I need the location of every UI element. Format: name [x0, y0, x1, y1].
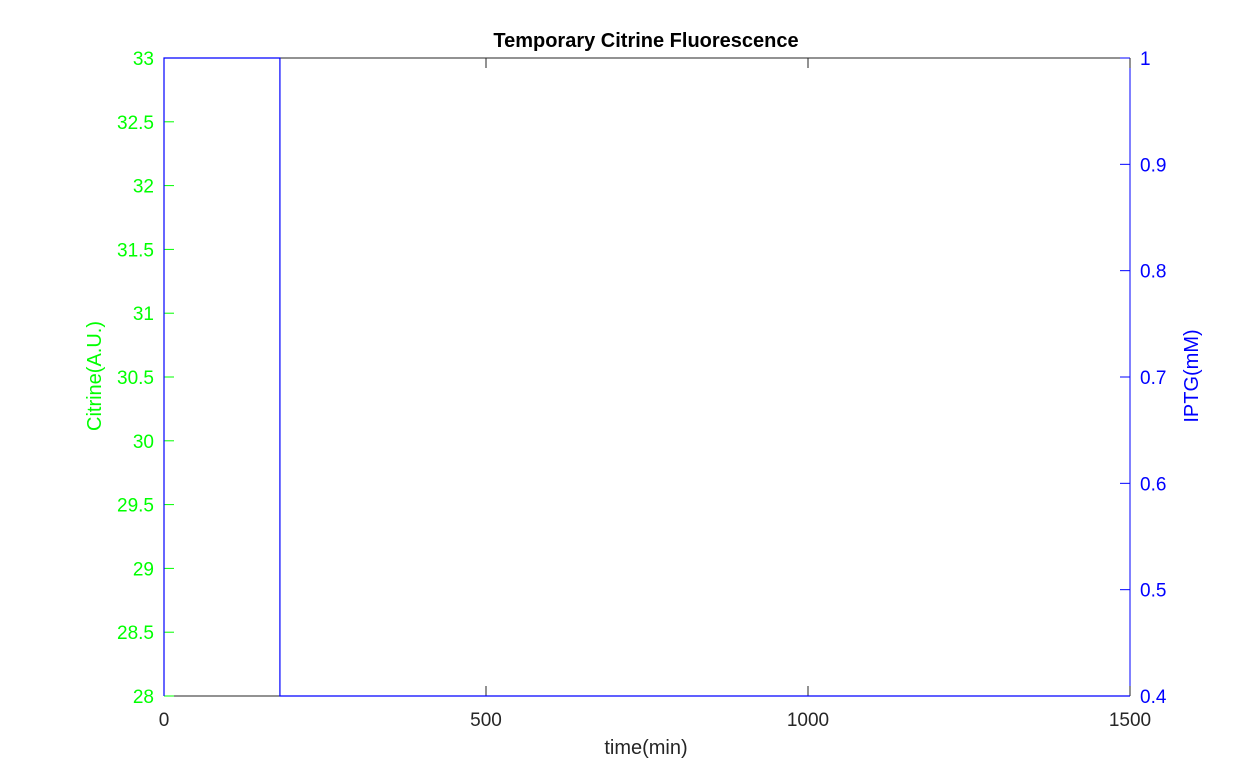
chart-title: Temporary Citrine Fluorescence [493, 30, 798, 52]
y-left-tick-label: 32.5 [117, 113, 154, 134]
y-right-tick-label: 0.9 [1140, 155, 1166, 176]
series-line-1 [163, 57, 1130, 697]
y-right-tick-label: 1 [1140, 49, 1151, 70]
y-left-tick-label: 28.5 [117, 623, 154, 644]
y-left-tick-label: 31.5 [117, 240, 154, 261]
y-left-tick-label: 30.5 [117, 368, 154, 389]
x-axis-label: time(min) [604, 737, 687, 759]
y-right-tick-label: 0.5 [1140, 581, 1166, 602]
x-tick-label: 0 [159, 710, 170, 731]
y-left-tick-label: 29.5 [117, 496, 154, 517]
plot-area: 0 500 1000 1500 28 28.5 29 29.5 30 30.5 31 31.5 32 32… [117, 49, 1167, 731]
x-tick-label: 1000 [787, 710, 829, 731]
y-left-axis-label: Citrine(A.U.) [84, 321, 106, 431]
y-left-tick-label: 29 [133, 559, 154, 580]
y-right-tick-label: 0.7 [1140, 368, 1166, 389]
y-left-tick-label: 33 [133, 49, 154, 70]
y-right-tick-label: 0.4 [1140, 687, 1167, 708]
y-left-tick-label: 31 [133, 304, 154, 325]
y-left-tick-label: 30 [133, 432, 154, 453]
y-right-axis-label: IPTG(mM) [1181, 329, 1203, 422]
y-right-tick-label: 0.8 [1140, 262, 1166, 283]
x-tick-label: 500 [470, 710, 502, 731]
x-tick-label: 1500 [1109, 710, 1151, 731]
y-left-tick-label: 28 [133, 687, 154, 708]
y-left-tick-label: 32 [133, 177, 154, 198]
y-right-tick-label: 0.6 [1140, 474, 1166, 495]
